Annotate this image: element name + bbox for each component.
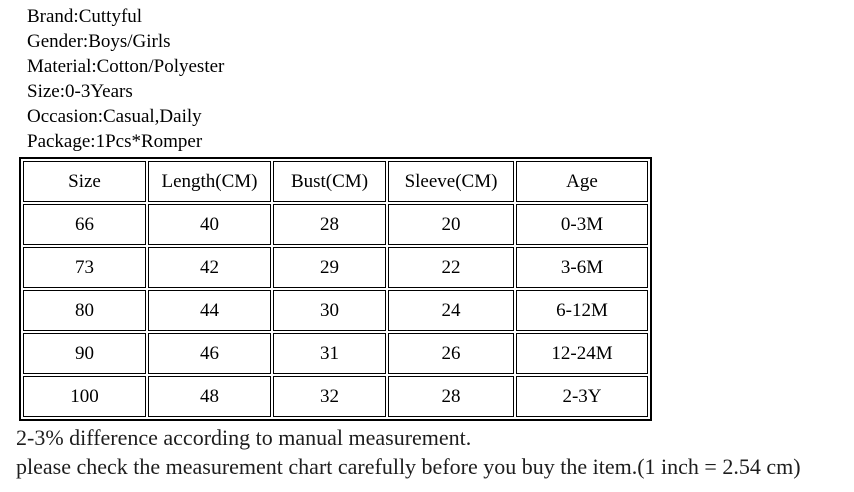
column-header-age: Age (516, 161, 648, 202)
table-cell: 0-3M (516, 204, 648, 245)
column-header-bust: Bust(CM) (273, 161, 386, 202)
table-cell: 31 (273, 333, 386, 374)
table-cell: 6-12M (516, 290, 648, 331)
table-cell: 20 (388, 204, 514, 245)
table-row: 100 48 32 28 2-3Y (23, 376, 648, 417)
measurement-notes: 2-3% difference according to manual meas… (16, 423, 801, 481)
table-row: 90 46 31 26 12-24M (23, 333, 648, 374)
table-cell: 26 (388, 333, 514, 374)
table-cell: 80 (23, 290, 146, 331)
column-header-length: Length(CM) (148, 161, 271, 202)
table-cell: 22 (388, 247, 514, 288)
table-cell: 42 (148, 247, 271, 288)
table-cell: 90 (23, 333, 146, 374)
spec-line-brand: Brand:Cuttyful (27, 6, 143, 27)
table-cell: 29 (273, 247, 386, 288)
table-row: 66 40 28 20 0-3M (23, 204, 648, 245)
table-cell: 28 (273, 204, 386, 245)
table-cell: 66 (23, 204, 146, 245)
note-line-check-chart: please check the measurement chart caref… (16, 454, 801, 479)
table-cell: 24 (388, 290, 514, 331)
size-chart-table: Size Length(CM) Bust(CM) Sleeve(CM) Age … (19, 157, 652, 421)
table-row: 80 44 30 24 6-12M (23, 290, 648, 331)
table-cell: 32 (273, 376, 386, 417)
table-cell: 44 (148, 290, 271, 331)
table-cell: 30 (273, 290, 386, 331)
table-cell: 100 (23, 376, 146, 417)
spec-line-material: Material:Cotton/Polyester (27, 56, 225, 77)
note-line-measurement-difference: 2-3% difference according to manual meas… (16, 425, 472, 450)
column-header-size: Size (23, 161, 146, 202)
table-row: 73 42 29 22 3-6M (23, 247, 648, 288)
table-cell: 46 (148, 333, 271, 374)
table-cell: 12-24M (516, 333, 648, 374)
spec-line-size: Size:0-3Years (27, 81, 133, 102)
spec-line-occasion: Occasion:Casual,Daily (27, 106, 202, 127)
table-cell: 28 (388, 376, 514, 417)
column-header-sleeve: Sleeve(CM) (388, 161, 514, 202)
size-chart-header-row: Size Length(CM) Bust(CM) Sleeve(CM) Age (23, 161, 648, 202)
spec-line-gender: Gender:Boys/Girls (27, 31, 171, 52)
spec-line-package: Package:1Pcs*Romper (27, 131, 203, 152)
table-cell: 73 (23, 247, 146, 288)
table-cell: 40 (148, 204, 271, 245)
table-cell: 3-6M (516, 247, 648, 288)
product-specs: Brand:Cuttyful Gender:Boys/Girls Materia… (27, 4, 224, 154)
table-cell: 2-3Y (516, 376, 648, 417)
table-cell: 48 (148, 376, 271, 417)
